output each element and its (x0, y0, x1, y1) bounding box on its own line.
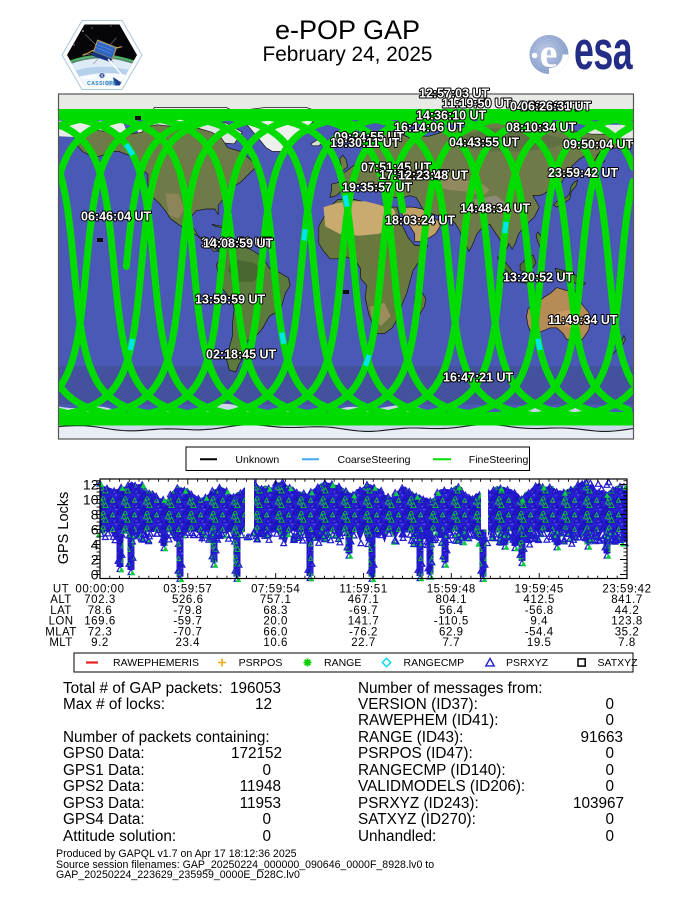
svg-text:44.2: 44.2 (615, 605, 640, 617)
svg-text:66.0: 66.0 (263, 626, 288, 638)
svg-text:23:59:42: 23:59:42 (602, 584, 651, 596)
svg-text:esa: esa (574, 33, 633, 79)
svg-text:16:14:06 UT: 16:14:06 UT (394, 121, 465, 135)
svg-text:UT: UT (53, 584, 69, 596)
svg-text:526.6: 526.6 (172, 594, 204, 606)
svg-text:169.6: 169.6 (84, 616, 116, 628)
svg-text:07:51:45 UT: 07:51:45 UT (361, 161, 432, 175)
svg-text:-54.4: -54.4 (525, 626, 554, 638)
svg-text:6: 6 (91, 521, 99, 537)
svg-text:e: e (540, 33, 558, 76)
svg-text:19:59:45: 19:59:45 (515, 584, 564, 596)
svg-text:141.7: 141.7 (348, 616, 380, 628)
svg-text:19:35:57 UT: 19:35:57 UT (342, 181, 413, 195)
svg-text:11:49:34 UT: 11:49:34 UT (548, 313, 618, 327)
svg-text:14:48:34 UT: 14:48:34 UT (460, 202, 531, 216)
svg-text:-59.7: -59.7 (173, 616, 202, 628)
svg-text:14:08:59 UT: 14:08:59 UT (201, 236, 272, 250)
svg-text:10: 10 (83, 491, 99, 507)
svg-text:16:47:21 UT: 16:47:21 UT (443, 371, 514, 385)
svg-text:06:46:04 UT: 06:46:04 UT (81, 210, 152, 224)
svg-text:-79.8: -79.8 (173, 605, 202, 617)
svg-text:2: 2 (91, 551, 99, 567)
svg-text:-69.7: -69.7 (349, 605, 378, 617)
svg-text:00:00:00: 00:00:00 (75, 584, 124, 596)
svg-text:19.5: 19.5 (527, 637, 552, 649)
svg-text:PSRXYZ: PSRXYZ (506, 657, 549, 669)
svg-text:9.2: 9.2 (91, 637, 109, 649)
svg-text:06:26:31 UT: 06:26:31 UT (521, 100, 592, 114)
svg-text:17:56:33 UT: 17:56:33 UT (379, 168, 450, 182)
svg-text:CASSIOPE: CASSIOPE (87, 81, 117, 87)
svg-text:7.7: 7.7 (442, 637, 460, 649)
svg-text:12:23:48 UT: 12:23:48 UT (398, 169, 469, 183)
svg-text:78.6: 78.6 (88, 605, 113, 617)
svg-text:467.1: 467.1 (348, 594, 380, 606)
svg-text:19:30:11 UT: 19:30:11 UT (330, 136, 400, 150)
svg-text:04:50:26 UT: 04:50:26 UT (510, 100, 581, 114)
svg-text:RAWEPHEMERIS: RAWEPHEMERIS (113, 657, 199, 669)
svg-text:-110.5: -110.5 (434, 616, 469, 628)
svg-text:ALT: ALT (50, 594, 71, 606)
svg-text:23.4: 23.4 (176, 637, 201, 649)
svg-text:LON: LON (49, 616, 74, 628)
svg-text:14:08:59 UT: 14:08:59 UT (203, 237, 274, 251)
svg-text:RANGECMP: RANGECMP (404, 657, 465, 669)
svg-text:FineSteering: FineSteering (469, 454, 529, 466)
svg-text:13:20:52 UT: 13:20:52 UT (503, 271, 574, 285)
svg-text:841.7: 841.7 (611, 594, 643, 606)
svg-text:-56.8: -56.8 (525, 605, 554, 617)
svg-text:MLT: MLT (49, 637, 72, 649)
svg-text:18:03:24 UT: 18:03:24 UT (385, 214, 456, 228)
svg-text:62.9: 62.9 (439, 626, 464, 638)
svg-text:PSRPOS: PSRPOS (239, 657, 283, 669)
svg-text:08:10:34 UT: 08:10:34 UT (506, 121, 577, 135)
svg-text:LAT: LAT (50, 605, 71, 617)
svg-text:14:36:10 UT: 14:36:10 UT (416, 109, 487, 123)
svg-text:7.8: 7.8 (618, 637, 636, 649)
svg-text:702.3: 702.3 (84, 594, 116, 606)
svg-text:4: 4 (91, 536, 99, 552)
svg-text:20.0: 20.0 (263, 616, 288, 628)
svg-text:0: 0 (91, 566, 99, 582)
svg-text:04:43:55 UT: 04:43:55 UT (449, 136, 520, 150)
svg-text:12: 12 (83, 476, 99, 492)
svg-text:22.7: 22.7 (351, 637, 376, 649)
svg-text:72.3: 72.3 (88, 626, 113, 638)
svg-text:RANGE: RANGE (324, 657, 361, 669)
svg-text:CoarseSteering: CoarseSteering (338, 454, 411, 466)
svg-text:9.4: 9.4 (530, 616, 548, 628)
svg-text:09:50:04 UT: 09:50:04 UT (563, 138, 634, 152)
svg-text:56.4: 56.4 (439, 605, 464, 617)
svg-text:12:57:03 UT: 12:57:03 UT (419, 87, 490, 101)
svg-text:13:59:59 UT: 13:59:59 UT (195, 293, 266, 307)
svg-text:15:59:48: 15:59:48 (427, 584, 476, 596)
svg-text:SATXYZ: SATXYZ (598, 657, 639, 669)
svg-text:11:59:51: 11:59:51 (339, 584, 387, 596)
svg-text:03:59:57: 03:59:57 (163, 584, 212, 596)
svg-text:-76.2: -76.2 (349, 626, 378, 638)
svg-text:02:18:45 UT: 02:18:45 UT (206, 348, 277, 362)
svg-text:MLAT: MLAT (45, 626, 76, 638)
svg-text:11:19:50 UT: 11:19:50 UT (442, 97, 512, 111)
svg-text:09:34:55 UT: 09:34:55 UT (334, 130, 405, 144)
svg-text:23:59:42 UT: 23:59:42 UT (548, 166, 619, 180)
svg-text:8: 8 (91, 506, 99, 522)
svg-text:123.8: 123.8 (611, 616, 643, 628)
svg-text:804.1: 804.1 (436, 594, 468, 606)
svg-text:412.5: 412.5 (523, 594, 555, 606)
svg-text:35.2: 35.2 (615, 626, 640, 638)
svg-text:Unknown: Unknown (235, 454, 279, 466)
svg-text:07:59:54: 07:59:54 (251, 584, 300, 596)
svg-text:68.3: 68.3 (263, 605, 288, 617)
svg-text:-70.7: -70.7 (173, 626, 202, 638)
svg-text:757.1: 757.1 (260, 594, 292, 606)
svg-text:GPS Locks: GPS Locks (56, 492, 72, 565)
svg-text:10.6: 10.6 (263, 637, 288, 649)
